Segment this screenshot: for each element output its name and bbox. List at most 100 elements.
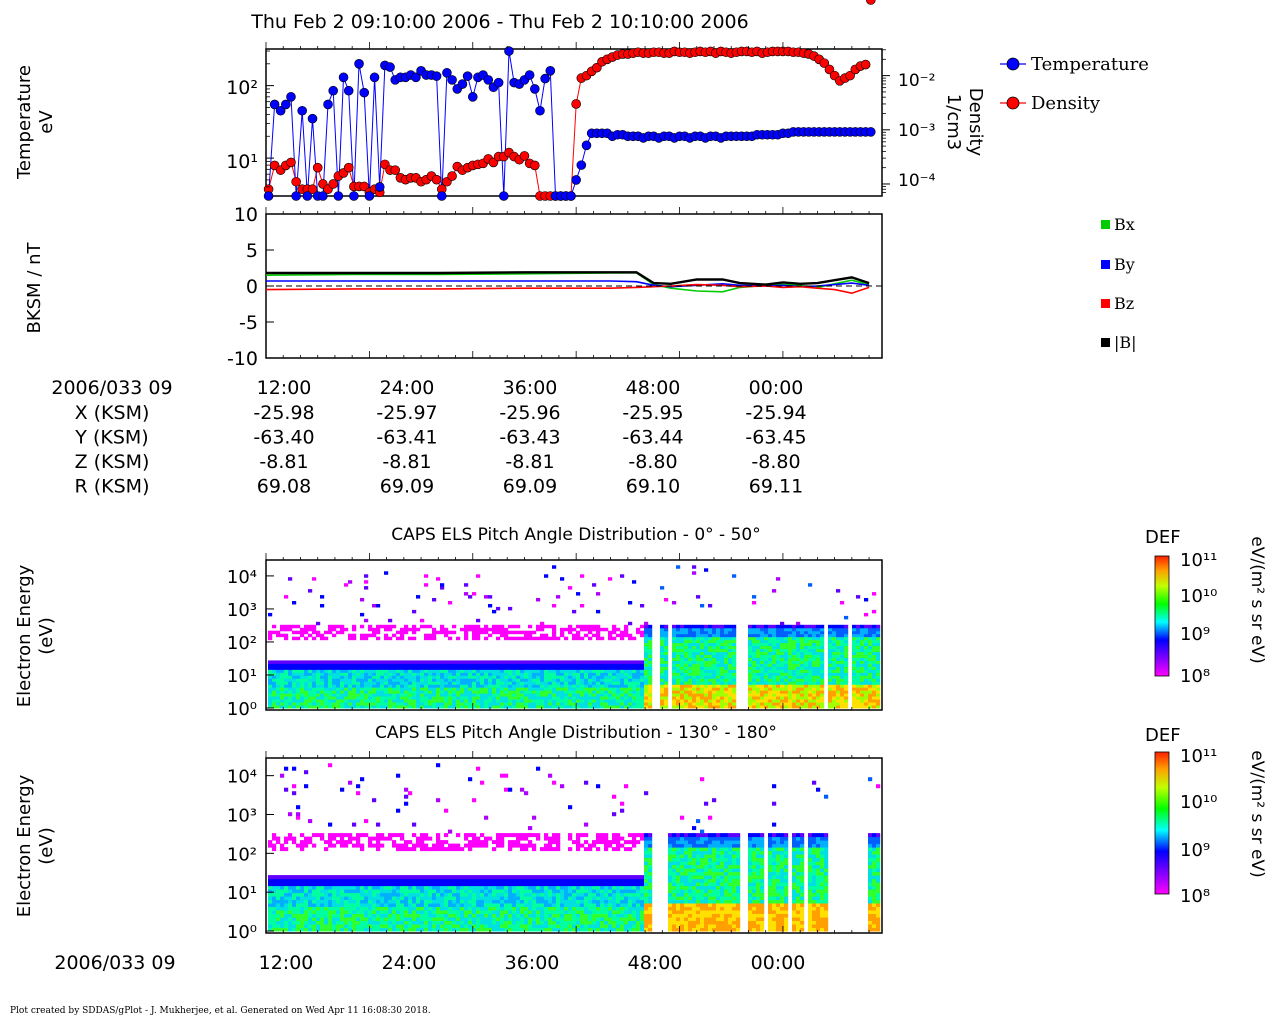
spectrogram-cell (384, 693, 389, 697)
spectrogram-cell (792, 636, 797, 641)
ephemeris-header: 2006/033 09 (51, 377, 172, 399)
spectrogram-cell (852, 666, 857, 670)
spectrogram-cell (272, 690, 277, 694)
spectrogram-cell (324, 705, 329, 709)
spectrogram-cell (364, 878, 369, 883)
spectrogram-cell (376, 666, 381, 670)
spectrogram-cell (472, 663, 477, 667)
spectrogram-cell (472, 627, 477, 632)
spectrogram-cell (344, 924, 349, 928)
spectrogram-cell (304, 690, 309, 694)
spectrogram-cell (316, 878, 321, 883)
spectrogram-cell (476, 660, 481, 664)
spectrogram-cell (612, 675, 617, 679)
spectrogram-cell (328, 693, 333, 697)
spectrogram-cell (416, 595, 421, 599)
spectrogram-cell (836, 660, 841, 664)
spectrogram-cell (448, 829, 453, 834)
spectrogram-cell (484, 910, 489, 914)
spectrogram-cell (644, 687, 649, 691)
spectrogram-cell (496, 702, 501, 706)
spectrogram-cell (448, 702, 453, 706)
spectrogram-cell (868, 627, 873, 632)
spectrogram-cell (464, 583, 469, 587)
spectrogram-cell (292, 699, 297, 703)
spectrogram-cell (288, 896, 293, 900)
spectrogram-cell (364, 924, 369, 928)
spectrogram-cell (416, 675, 421, 679)
spectrogram-cell (300, 663, 305, 667)
spectrogram-cell (588, 627, 593, 632)
spectrogram-cell (340, 627, 345, 632)
spectrogram-cell (420, 920, 425, 925)
spectrogram-cell (728, 657, 733, 661)
spectrogram-cell (320, 878, 325, 883)
spectrogram-cell (496, 666, 501, 670)
spectrogram-cell (408, 636, 413, 641)
spectrogram-cell (776, 657, 781, 661)
spectrogram-cell (368, 889, 373, 894)
spectrogram-cell (328, 920, 333, 925)
spectrogram-cell (304, 660, 309, 664)
spectrogram-cell (616, 678, 621, 682)
spectrogram-cell (644, 621, 649, 626)
spectrogram-cell (420, 903, 425, 907)
spectrogram-cell (412, 847, 417, 852)
spectrogram-cell (428, 899, 433, 904)
spectrogram-cell (396, 690, 401, 694)
spectrogram-cell (720, 627, 725, 632)
spectrogram-cell (488, 699, 493, 703)
spectrogram-cell (800, 678, 805, 682)
spectrogram-cell (672, 702, 677, 706)
spectrogram-cell (780, 660, 785, 664)
spectrogram-cell (712, 675, 717, 679)
spectrogram-cell (600, 693, 605, 697)
spectrogram-cell (308, 684, 313, 688)
spectrogram-cell (308, 899, 313, 904)
spectrogram-cell (704, 660, 709, 664)
spectrogram-cell (844, 639, 849, 644)
spectrogram-cell (820, 636, 825, 641)
spectrogram-cell (440, 913, 445, 918)
spectrogram-cell (448, 924, 453, 928)
spectrogram-cell (324, 636, 329, 641)
spectrogram-cell (644, 690, 649, 694)
spectrogram-cell (576, 687, 581, 691)
spectrogram-cell (436, 885, 441, 890)
spectrogram-cell (292, 836, 297, 841)
spectrogram-cell (688, 660, 693, 664)
spectrogram-cell (504, 690, 509, 694)
spectrogram-cell (604, 666, 609, 670)
spectrogram-cell (820, 684, 825, 688)
spectrogram-cell (368, 913, 373, 918)
spectrogram-cell (852, 633, 857, 638)
spectrogram-cell (304, 636, 309, 641)
spectrogram-cell (780, 666, 785, 670)
spectrogram-cell (460, 878, 465, 883)
spectrogram-cell (684, 684, 689, 688)
spectrogram-cell (492, 687, 497, 691)
spectrogram-cell (288, 681, 293, 685)
spectrogram-cell (512, 675, 517, 679)
spectrogram-cell (368, 896, 373, 900)
spectrogram-cell (820, 633, 825, 638)
spectrogram-cell (296, 660, 301, 664)
spectrogram-cell (284, 636, 289, 641)
spectrogram-cell (684, 702, 689, 706)
spectrogram-cell (716, 702, 721, 706)
spectrogram-cell (516, 699, 521, 703)
spectrogram-cell (360, 624, 365, 629)
spectrogram-cell (268, 913, 273, 918)
spectrogram-cell (688, 666, 693, 670)
spectrogram-cell (472, 690, 477, 694)
spectrogram-cell (300, 666, 305, 670)
spectrogram-cell (792, 693, 797, 697)
spectrogram-cell (292, 693, 297, 697)
spectrogram-cell (456, 672, 461, 676)
spectrogram-cell (684, 675, 689, 679)
spectrogram-cell (272, 910, 277, 914)
spectrogram-cell (504, 920, 509, 925)
spectrogram-cell (352, 896, 357, 900)
spectrogram-cell (384, 624, 389, 629)
spectrogram-cell (772, 636, 777, 641)
